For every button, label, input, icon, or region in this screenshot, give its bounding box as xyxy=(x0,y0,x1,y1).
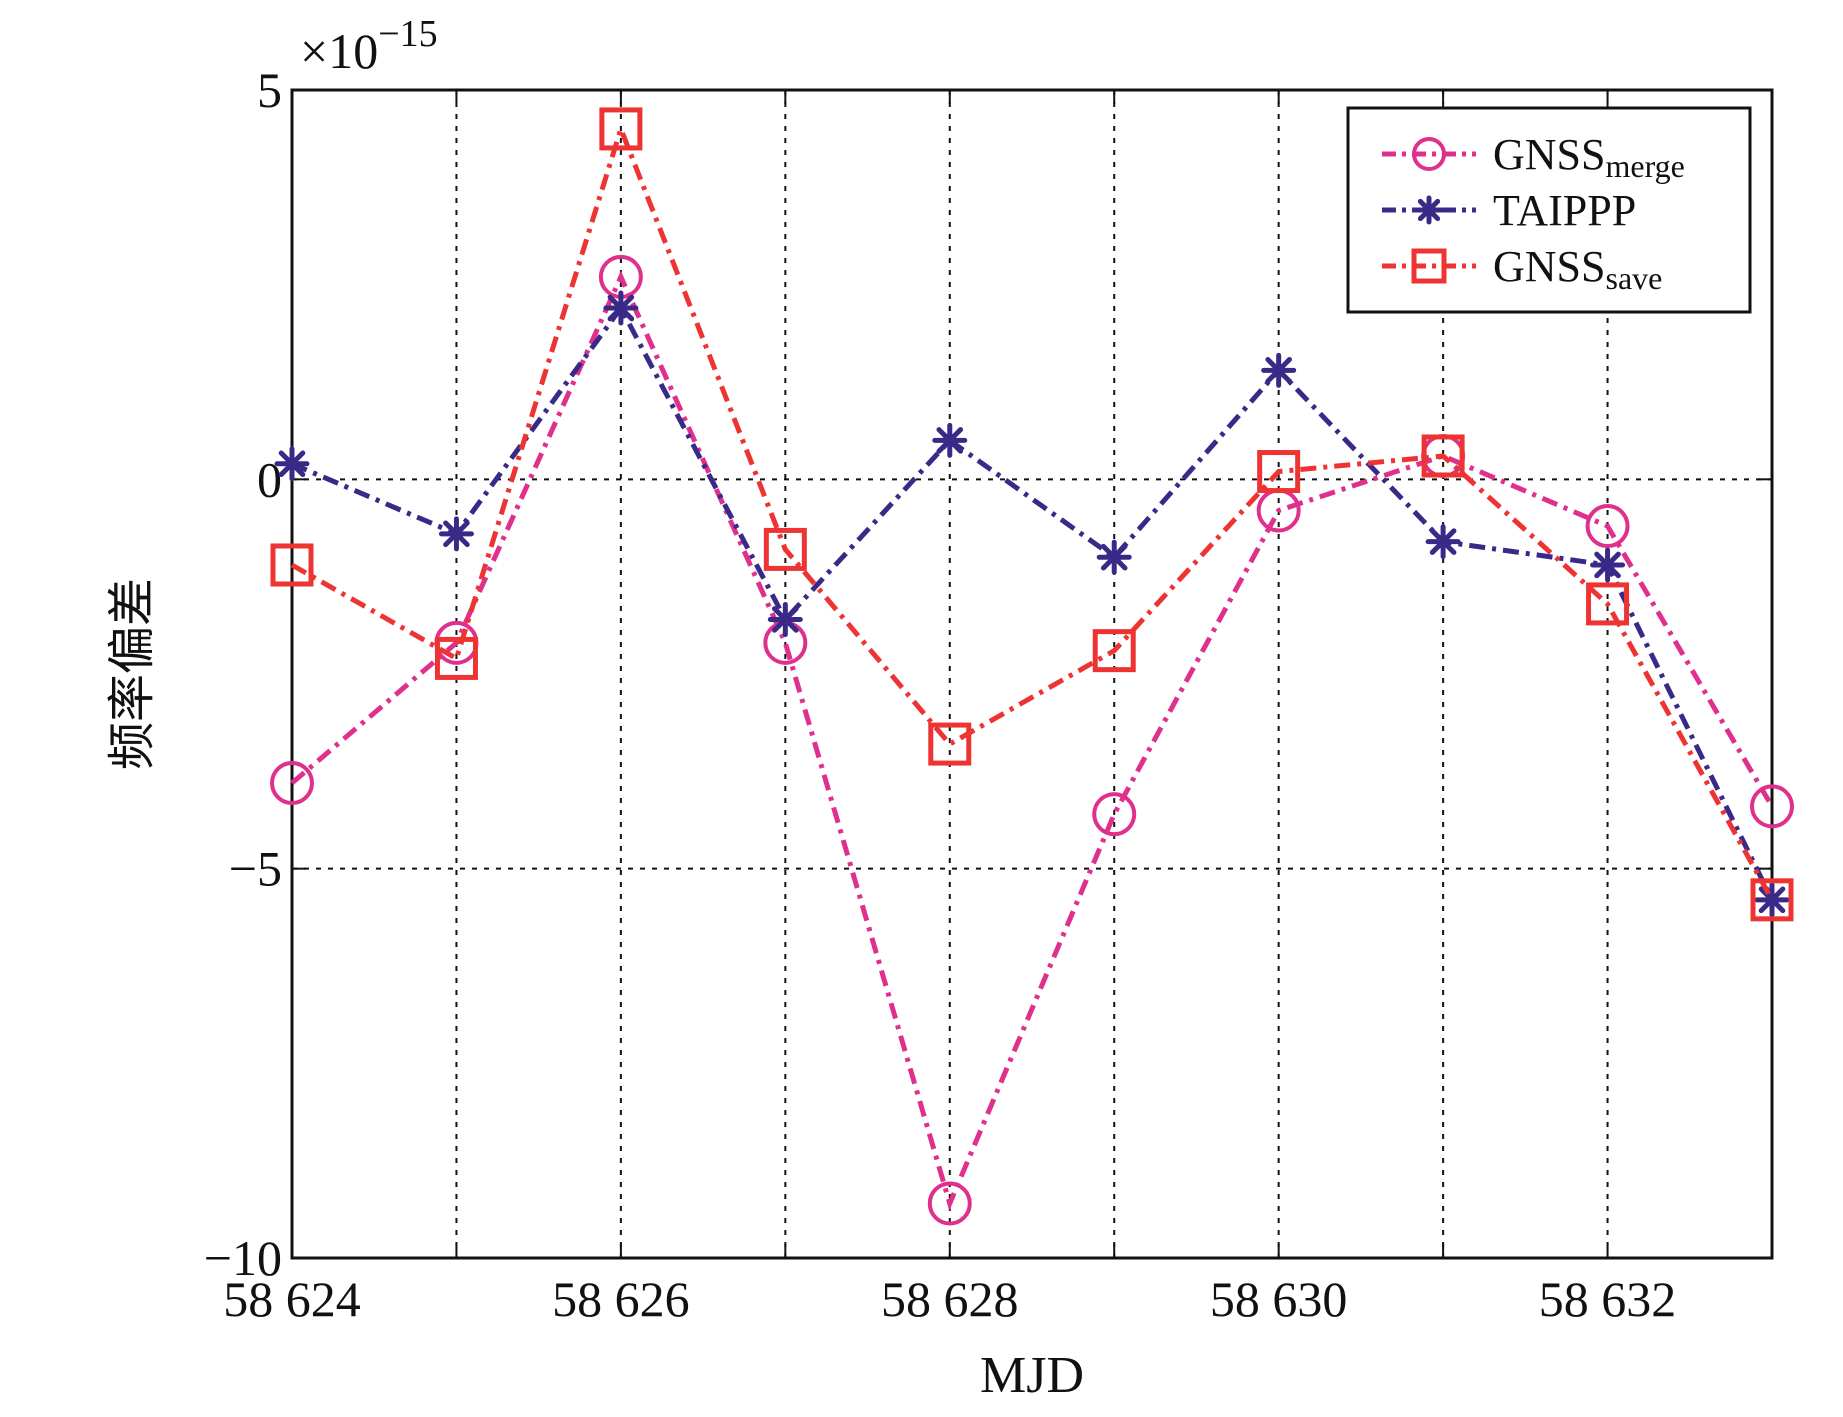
data-point-star xyxy=(1590,547,1626,583)
data-point-circle xyxy=(270,761,314,806)
x-tick-label: 58 628 xyxy=(881,1271,1019,1327)
data-point-square xyxy=(1586,582,1630,626)
grid xyxy=(292,90,1772,1258)
data-point-star xyxy=(1425,524,1461,560)
y-tick-label: −10 xyxy=(204,1230,282,1286)
data-point-square xyxy=(599,107,643,151)
data-point-square xyxy=(1257,450,1301,494)
data-point-square xyxy=(1750,878,1794,922)
legend-item: TAIPPP xyxy=(1382,186,1636,235)
legend-item: GNSSsave xyxy=(1382,242,1662,296)
legend-label: GNSSmerge xyxy=(1493,130,1685,184)
data-point-square xyxy=(1411,248,1447,284)
legend-name: TAIPPP xyxy=(1493,186,1636,235)
data-point-square xyxy=(1092,629,1136,673)
y-axis-exponent: ×10−15 xyxy=(300,13,438,79)
exponent-base: ×10 xyxy=(300,23,378,79)
x-axis-label: MJD xyxy=(980,1347,1084,1404)
series-line xyxy=(290,121,1775,902)
data-point-star xyxy=(1096,539,1132,575)
data-point-square xyxy=(928,722,972,766)
x-tick-label: 58 624 xyxy=(223,1271,361,1327)
data-point-square xyxy=(270,543,314,587)
legend-subscript: merge xyxy=(1606,148,1685,184)
y-tick-label: −5 xyxy=(229,841,282,897)
data-point-circle xyxy=(1750,784,1794,829)
y-tick-label: 0 xyxy=(257,451,282,507)
legend-label: TAIPPP xyxy=(1493,186,1636,235)
series-layer xyxy=(270,107,1794,1226)
y-axis-label: 频率偏差 xyxy=(104,578,160,770)
data-point-star xyxy=(603,290,639,326)
x-tick-label: 58 630 xyxy=(1210,1271,1348,1327)
legend-name: GNSS xyxy=(1493,130,1606,179)
data-point-star xyxy=(767,601,803,637)
data-point-star xyxy=(932,422,968,458)
data-point-star xyxy=(1414,195,1444,225)
plot-frame xyxy=(290,88,1774,1260)
x-tick-label: 58 632 xyxy=(1539,1271,1677,1327)
legend-item: GNSSmerge xyxy=(1382,130,1685,184)
series-line xyxy=(290,270,1775,1211)
series-gnss-save xyxy=(270,107,1794,922)
data-point-star xyxy=(438,516,474,552)
legend-subscript: save xyxy=(1606,260,1663,296)
data-point-square xyxy=(763,527,807,571)
legend-name: GNSS xyxy=(1493,242,1606,291)
ticks: 58 624 58 626 58 628 58 630 58 632 −10 −5 0 5 xyxy=(204,62,1773,1327)
exponent-power: −15 xyxy=(378,13,437,55)
series-line xyxy=(291,303,1775,901)
data-point-square xyxy=(434,636,478,680)
x-tick-label: 58 626 xyxy=(552,1271,690,1327)
data-point-circle xyxy=(927,1181,972,1226)
data-point-circle xyxy=(1092,792,1137,837)
data-point-circle xyxy=(1585,504,1630,549)
data-point-square xyxy=(1421,434,1465,478)
data-point-star xyxy=(274,446,310,482)
y-tick-label: 5 xyxy=(257,62,282,118)
legend-label: GNSSsave xyxy=(1493,242,1662,296)
data-point-star xyxy=(1261,352,1297,388)
data-point-circle xyxy=(1412,137,1446,171)
